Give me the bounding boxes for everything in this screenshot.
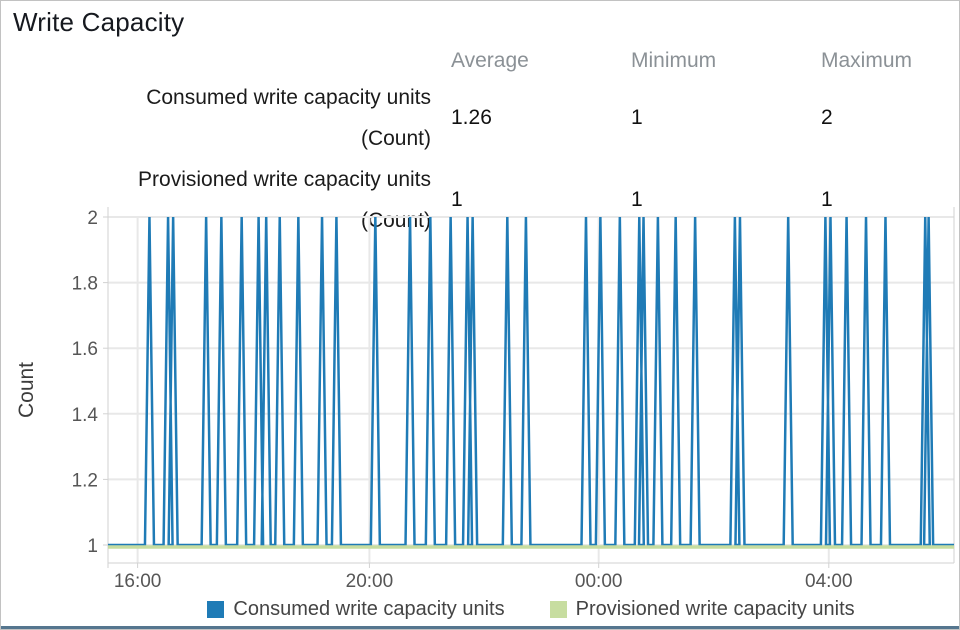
stats-consumed-maximum: 2 <box>821 106 833 129</box>
x-tick-label: 00:00 <box>575 571 623 592</box>
y-tick-label: 1.8 <box>72 274 98 295</box>
stats-provisioned-maximum: 1 <box>821 188 833 211</box>
stats-consumed-minimum: 1 <box>631 106 643 129</box>
x-tick-label: 16:00 <box>114 571 162 592</box>
y-tick-label: 1.4 <box>72 405 99 426</box>
legend-label: Provisioned write capacity units <box>575 598 855 620</box>
stats-row-label-consumed: Consumed write capacity units (Count) <box>1 77 431 159</box>
stats-header-minimum: Minimum <box>631 49 717 72</box>
x-tick-label: 04:00 <box>805 571 853 592</box>
stats-label-line1: Consumed write capacity units <box>146 86 431 109</box>
legend-item-consumed[interactable]: Consumed write capacity units <box>207 598 505 621</box>
window-bottom-bar <box>1 626 959 629</box>
x-tick-label: 20:00 <box>346 571 394 592</box>
y-axis-title: Count <box>15 362 38 418</box>
stats-header-average: Average <box>451 49 529 72</box>
consumed-series-swatch-icon <box>207 601 225 618</box>
y-tick-label: 1.2 <box>72 470 98 491</box>
stats-label-line2: (Count) <box>360 127 431 150</box>
stats-table: Average Minimum Maximum Consumed write c… <box>1 49 951 241</box>
y-tick-label: 2 <box>87 208 98 229</box>
page-title: Write Capacity <box>13 7 185 37</box>
legend-label: Consumed write capacity units <box>233 598 505 620</box>
legend-item-provisioned[interactable]: Provisioned write capacity units <box>549 598 855 621</box>
y-tick-label: 1.6 <box>72 339 98 360</box>
stats-consumed-average: 1.26 <box>451 106 492 129</box>
stats-header-maximum: Maximum <box>821 49 913 72</box>
stats-label-line2: (Count) <box>360 209 431 232</box>
y-tick-label: 1 <box>87 536 98 557</box>
stats-row-label-provisioned: Provisioned write capacity units (Count) <box>1 159 431 241</box>
stats-provisioned-average: 1 <box>451 188 463 211</box>
provisioned-series-swatch-icon <box>549 601 567 618</box>
consumed-series-line <box>108 216 954 547</box>
stats-label-line1: Provisioned write capacity units <box>138 168 431 191</box>
stats-provisioned-minimum: 1 <box>631 188 643 211</box>
chart-legend: Consumed write capacity units Provisione… <box>108 598 954 621</box>
